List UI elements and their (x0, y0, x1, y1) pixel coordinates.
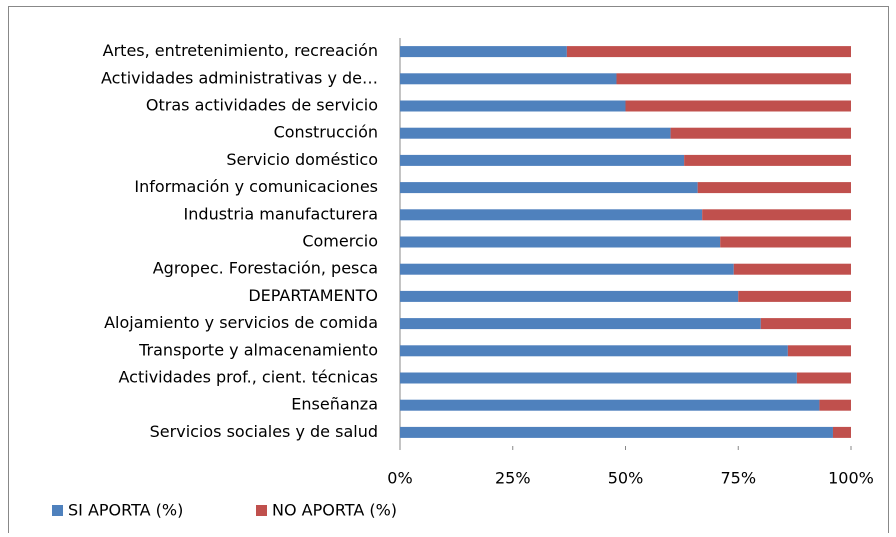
bar-segment (400, 236, 721, 248)
legend-label: NO APORTA (%) (272, 501, 397, 520)
y-tick-label: DEPARTAMENTO (248, 286, 378, 305)
bar-segment (796, 372, 851, 384)
y-tick-label: Enseñanza (291, 395, 378, 414)
bar-segment (400, 399, 820, 411)
bar-segment (400, 100, 626, 112)
bar-segment (400, 426, 833, 438)
bar-segment (400, 345, 788, 357)
bar-segment (832, 426, 851, 438)
y-tick-label: Alojamiento y servicios de comida (104, 313, 378, 332)
bar-segment (400, 182, 698, 194)
y-tick-label: Información y comunicaciones (134, 177, 378, 196)
bar-segment (702, 209, 851, 221)
legend-swatch (52, 505, 63, 516)
bar-segment (400, 263, 734, 275)
x-tick-label: 75% (720, 469, 756, 488)
bar-segment (616, 73, 851, 85)
y-tick-label: Artes, entretenimiento, recreación (103, 41, 378, 60)
bar-segment (787, 345, 851, 357)
bar-segment (670, 127, 851, 139)
bar-segment (738, 290, 851, 302)
bar-segment (400, 290, 739, 302)
y-tick-label: Construcción (274, 123, 378, 142)
y-tick-label: Comercio (302, 232, 378, 251)
bar-segment (400, 73, 617, 85)
x-tick-label: 25% (495, 469, 531, 488)
y-tick-label: Servicios sociales y de salud (150, 422, 378, 441)
bar-segment (400, 46, 567, 58)
bar-segment (697, 182, 851, 194)
bar-segment (400, 154, 685, 166)
x-tick-label: 100% (828, 469, 874, 488)
chart-frame (8, 6, 889, 537)
bar-segment (566, 46, 851, 58)
bar-segment (400, 209, 703, 221)
bar-segment (400, 127, 671, 139)
y-tick-label: Industria manufacturera (184, 204, 378, 223)
legend-label: SI APORTA (%) (68, 501, 183, 520)
y-tick-label: Actividades prof., cient. técnicas (119, 368, 378, 387)
bar-segment (819, 399, 851, 411)
bar-segment (733, 263, 851, 275)
bar-segment (400, 318, 761, 330)
y-tick-label: Actividades administrativas y de… (101, 68, 378, 87)
bar-segment (760, 318, 851, 330)
y-tick-label: Otras actividades de servicio (146, 96, 378, 115)
x-tick-label: 0% (387, 469, 412, 488)
bar-segment (684, 154, 851, 166)
bar-segment (400, 372, 797, 384)
y-tick-label: Agropec. Forestación, pesca (153, 259, 378, 278)
bar-segment (720, 236, 851, 248)
y-tick-label: Transporte y almacenamiento (138, 340, 378, 359)
bar-segment (625, 100, 851, 112)
x-tick-label: 50% (608, 469, 644, 488)
legend-swatch (256, 505, 267, 516)
y-tick-label: Servicio doméstico (226, 150, 378, 169)
